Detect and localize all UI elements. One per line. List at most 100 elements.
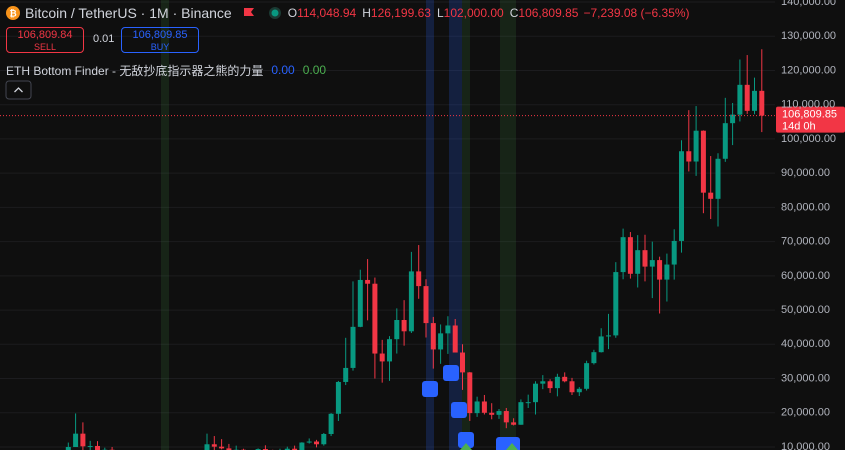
y-tick-label: 110,000.00 — [781, 99, 835, 111]
candle-body — [219, 446, 225, 449]
candle-body — [598, 336, 604, 353]
candle-body — [460, 352, 465, 373]
candle-body — [314, 441, 319, 445]
candle-body — [642, 250, 648, 267]
signal-band — [449, 0, 462, 450]
candle-body — [438, 333, 444, 350]
candle-body — [474, 401, 480, 414]
candle-body — [518, 402, 524, 425]
candle-body — [591, 352, 597, 364]
buy-price: 106,809.85 — [132, 29, 188, 41]
candle-body — [649, 260, 655, 267]
y-tick-label: 70,000.00 — [781, 236, 830, 248]
candle-body — [627, 237, 633, 274]
candle-body — [430, 323, 436, 350]
candle-body — [204, 444, 210, 450]
candle-body — [547, 381, 553, 389]
candle-body — [562, 376, 568, 382]
candle-body — [357, 279, 363, 327]
candle-body — [452, 325, 458, 353]
candle-body — [416, 271, 422, 287]
candle-body — [306, 441, 312, 443]
candle-body — [87, 445, 93, 447]
candle-body — [299, 442, 305, 450]
sell-label: SELL — [33, 42, 57, 52]
signal-band — [426, 0, 434, 450]
candle-body — [365, 279, 371, 284]
chevron-icon — [14, 87, 23, 93]
candle-body — [752, 90, 757, 111]
candle-body — [445, 325, 451, 334]
candle-body — [693, 130, 699, 162]
y-tick-label: 100,000.00 — [781, 133, 836, 145]
sell-button[interactable]: 106,809.84 SELL — [6, 27, 84, 53]
candle-body — [715, 158, 721, 199]
signal-bands — [161, 0, 516, 450]
grid — [0, 1, 775, 448]
candle-body — [321, 433, 327, 445]
y-tick-label: 140,000.00 — [781, 0, 836, 8]
y-tick-label: 20,000.00 — [781, 407, 830, 419]
signal-arrow — [506, 443, 518, 450]
candle-body — [343, 367, 349, 382]
y-tick-label: 30,000.00 — [781, 372, 830, 384]
candle-body — [635, 250, 641, 274]
candle-body — [737, 84, 743, 115]
candle-body — [759, 90, 765, 116]
candle-body — [744, 84, 750, 111]
candle-body — [730, 114, 736, 124]
candle-body — [489, 412, 495, 415]
candle-body — [679, 151, 684, 241]
candle-body — [569, 381, 575, 393]
signal-arrow — [460, 443, 472, 450]
candle-body — [65, 447, 71, 450]
countdown-label: 14d 0h — [782, 121, 816, 133]
signal-markers — [422, 365, 520, 450]
candle-body — [525, 402, 531, 404]
candle-body — [387, 339, 392, 362]
y-tick-label: 120,000.00 — [781, 64, 836, 76]
candle-body — [95, 445, 100, 450]
candle-body — [700, 130, 706, 193]
y-tick-label: 90,000.00 — [781, 167, 830, 179]
candle-body — [284, 448, 290, 450]
signal-band — [161, 0, 169, 450]
candle-body — [664, 264, 670, 280]
candle-body — [328, 413, 334, 434]
candle-body — [496, 411, 502, 415]
candle-body — [423, 286, 429, 324]
candle-body — [686, 151, 692, 162]
candle-body — [511, 422, 517, 425]
buy-label: BUY — [150, 42, 170, 52]
candle-body — [408, 271, 414, 332]
candle-body — [481, 401, 487, 413]
price-tag — [776, 106, 845, 133]
y-tick-label: 80,000.00 — [781, 201, 830, 213]
candle-body — [335, 381, 341, 414]
candle-body — [467, 372, 473, 414]
sell-price: 106,809.84 — [17, 29, 73, 41]
candle-body — [503, 411, 509, 423]
candle-body — [576, 388, 582, 393]
candle-body — [584, 363, 590, 389]
signal-marker — [458, 432, 474, 448]
signal-marker — [443, 365, 459, 381]
buy-button[interactable]: 106,809.85 BUY — [121, 27, 199, 53]
candle-body — [350, 326, 356, 368]
y-tick-label: 60,000.00 — [781, 270, 830, 282]
candle-body — [620, 237, 626, 273]
candle-body — [394, 320, 400, 340]
candle-body — [671, 240, 677, 265]
y-tick-label: 50,000.00 — [781, 304, 830, 316]
candle-body — [401, 320, 407, 332]
candle-body — [708, 192, 714, 199]
collapse-button[interactable] — [5, 80, 32, 100]
candle-body — [540, 381, 546, 384]
candle-body — [722, 123, 728, 159]
price-tag-label: 106,809.85 — [782, 109, 837, 121]
candle-body — [379, 353, 385, 362]
candle-body — [292, 448, 298, 450]
